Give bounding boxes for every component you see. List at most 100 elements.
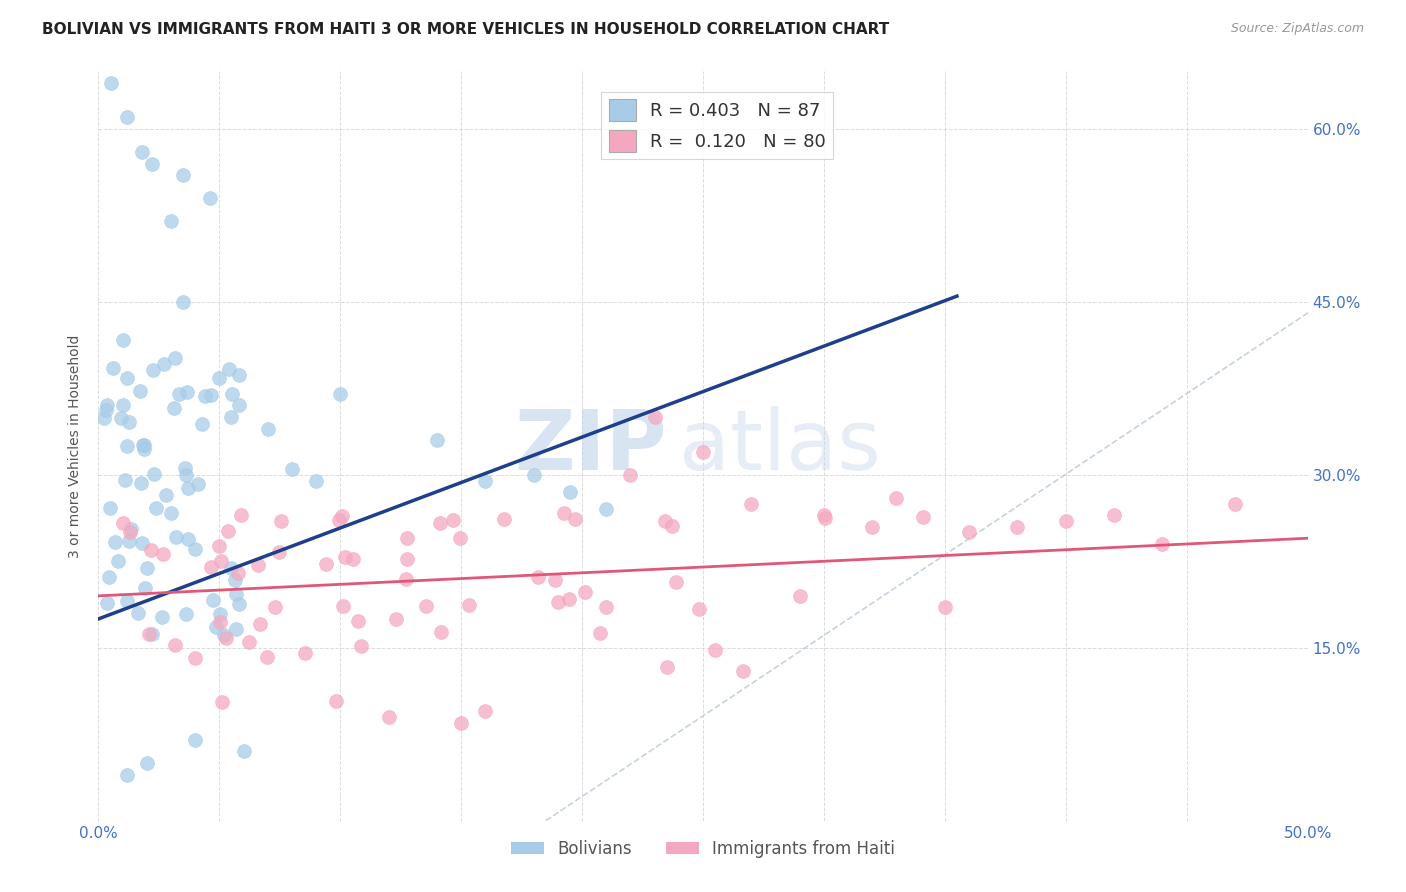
- Point: [1007, 519, 1029, 533]
- Point: [141, 627, 163, 641]
- Point: [128, 384, 150, 398]
- Point: [934, 600, 956, 615]
- Point: [315, 557, 337, 571]
- Point: [139, 542, 162, 557]
- Point: [595, 600, 617, 615]
- Point: [96, 596, 118, 610]
- Point: [104, 535, 127, 549]
- Point: [347, 615, 370, 629]
- Point: [163, 351, 186, 365]
- Point: [225, 622, 247, 636]
- Point: [214, 627, 236, 641]
- Point: [145, 501, 167, 516]
- Point: [644, 410, 666, 425]
- Point: [740, 497, 762, 511]
- Point: [860, 519, 883, 533]
- Point: [217, 524, 239, 538]
- Point: [395, 531, 418, 545]
- Point: [557, 592, 579, 607]
- Point: [120, 522, 142, 536]
- Point: [115, 594, 138, 608]
- Point: [228, 368, 250, 382]
- Point: [129, 476, 152, 491]
- Point: [221, 410, 243, 425]
- Point: [264, 599, 287, 614]
- Point: [527, 570, 550, 584]
- Point: [155, 488, 177, 502]
- Point: [131, 145, 153, 159]
- Point: [270, 514, 292, 528]
- Point: [704, 643, 727, 657]
- Point: [957, 525, 980, 540]
- Point: [134, 438, 156, 452]
- Point: [523, 467, 546, 482]
- Point: [450, 531, 472, 545]
- Point: [294, 646, 316, 660]
- Point: [429, 516, 451, 531]
- Point: [441, 513, 464, 527]
- Point: [692, 444, 714, 458]
- Point: [142, 363, 165, 377]
- Point: [415, 599, 437, 614]
- Point: [789, 589, 811, 603]
- Point: [94, 402, 117, 417]
- Point: [661, 519, 683, 533]
- Point: [93, 410, 115, 425]
- Point: [813, 508, 835, 523]
- Point: [167, 387, 190, 401]
- Point: [221, 387, 243, 401]
- Point: [330, 508, 353, 523]
- Point: [117, 111, 139, 125]
- Point: [107, 554, 129, 568]
- Point: [198, 191, 221, 205]
- Point: [100, 76, 122, 90]
- Point: [131, 536, 153, 550]
- Point: [886, 491, 908, 505]
- Point: [174, 607, 197, 621]
- Point: [194, 389, 217, 403]
- Point: [1102, 508, 1125, 523]
- Point: [115, 439, 138, 453]
- Point: [191, 417, 214, 432]
- Point: [152, 357, 174, 371]
- Point: [328, 513, 350, 527]
- Point: [209, 554, 232, 568]
- Y-axis label: 3 or more Vehicles in Household: 3 or more Vehicles in Household: [69, 334, 83, 558]
- Point: [553, 507, 575, 521]
- Point: [377, 710, 399, 724]
- Point: [238, 634, 260, 648]
- Point: [165, 530, 187, 544]
- Point: [112, 334, 135, 348]
- Point: [118, 533, 141, 548]
- Point: [177, 532, 200, 546]
- Point: [172, 168, 194, 182]
- Point: [200, 388, 222, 402]
- Point: [208, 615, 231, 629]
- Point: [457, 598, 479, 612]
- Point: [136, 561, 159, 575]
- Point: [547, 594, 569, 608]
- Point: [211, 695, 233, 709]
- Point: [112, 516, 135, 530]
- Text: BOLIVIAN VS IMMIGRANTS FROM HAITI 3 OR MORE VEHICLES IN HOUSEHOLD CORRELATION CH: BOLIVIAN VS IMMIGRANTS FROM HAITI 3 OR M…: [42, 22, 890, 37]
- Point: [329, 387, 352, 401]
- Point: [135, 756, 157, 770]
- Point: [214, 631, 236, 645]
- Point: [350, 639, 373, 653]
- Point: [98, 569, 121, 583]
- Legend: Bolivians, Immigrants from Haiti: Bolivians, Immigrants from Haiti: [505, 833, 901, 864]
- Point: [163, 401, 186, 416]
- Point: [474, 474, 496, 488]
- Point: [143, 467, 166, 481]
- Point: [201, 593, 224, 607]
- Point: [96, 398, 118, 412]
- Point: [163, 638, 186, 652]
- Point: [912, 509, 935, 524]
- Point: [110, 410, 132, 425]
- Text: Source: ZipAtlas.com: Source: ZipAtlas.com: [1230, 22, 1364, 36]
- Point: [558, 485, 581, 500]
- Point: [325, 693, 347, 707]
- Point: [256, 422, 278, 436]
- Point: [118, 416, 141, 430]
- Point: [112, 398, 135, 412]
